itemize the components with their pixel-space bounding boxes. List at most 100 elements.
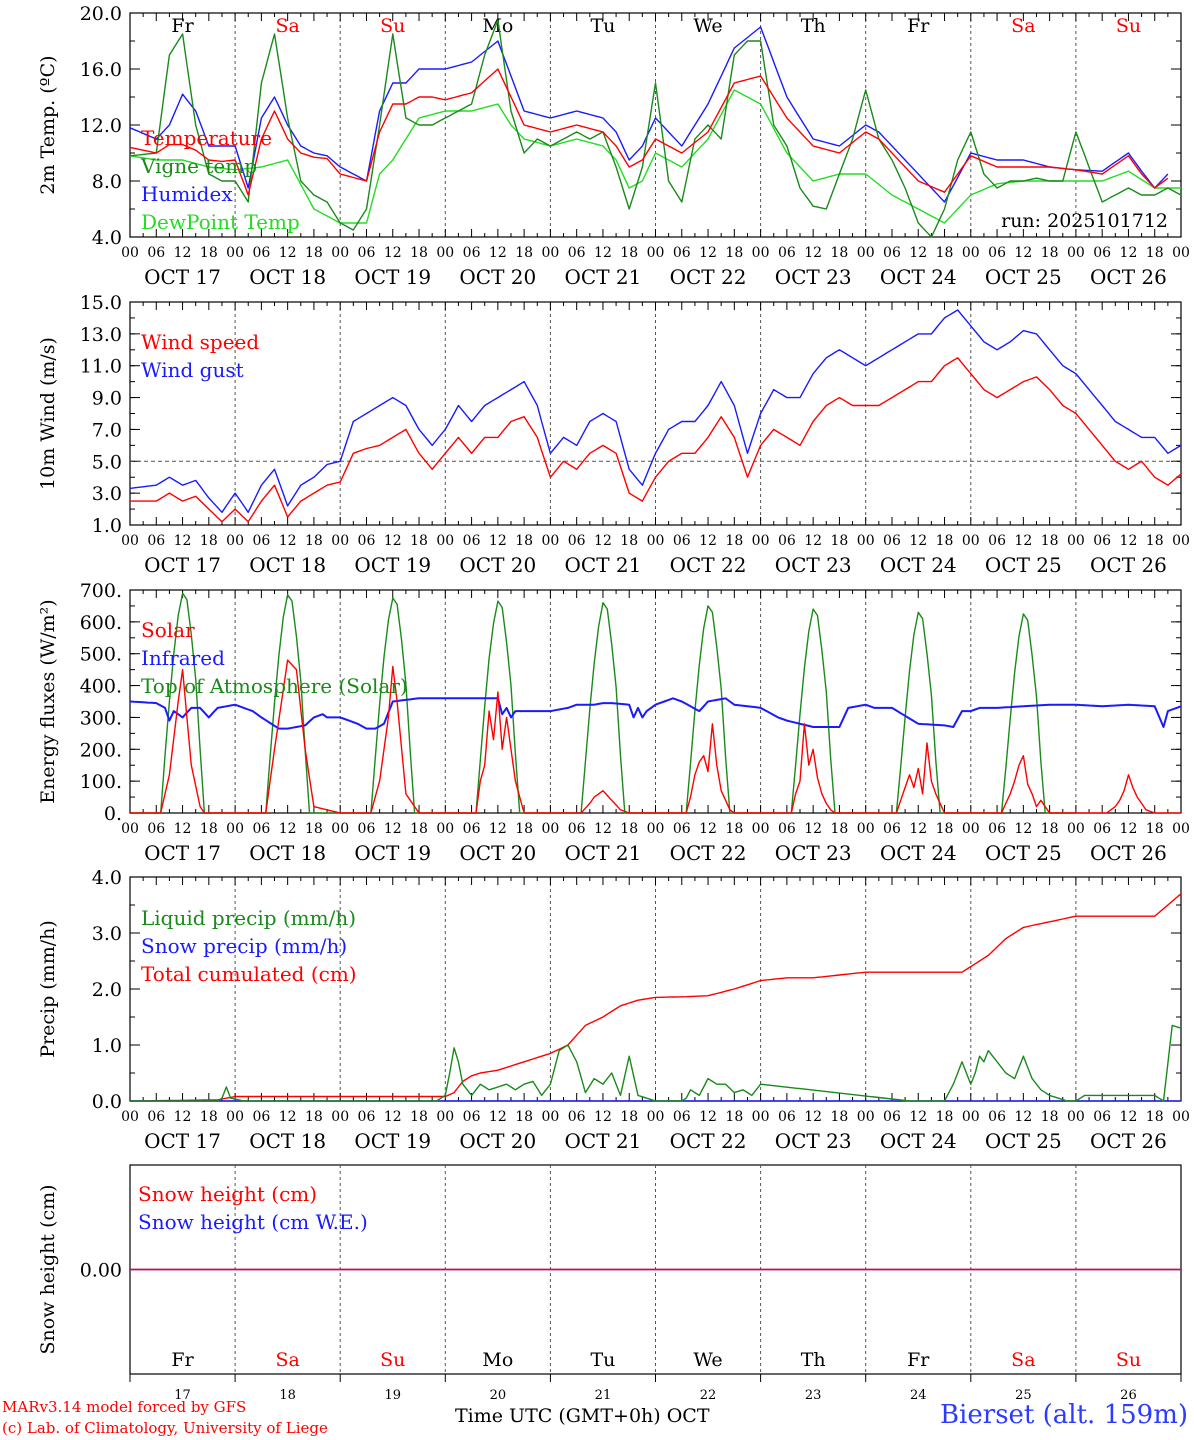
hour-tick-label: 06 bbox=[463, 533, 481, 549]
date-tick-label: OCT 23 bbox=[775, 265, 852, 289]
hour-tick-label: 00 bbox=[647, 821, 665, 837]
hour-tick-label: 00 bbox=[226, 245, 244, 261]
hour-tick-label: 18 bbox=[1146, 245, 1164, 261]
hour-tick-label: 18 bbox=[831, 821, 849, 837]
hour-tick-label: 00 bbox=[1067, 1109, 1085, 1125]
hour-tick-label: 00 bbox=[962, 245, 980, 261]
hour-tick-label: 06 bbox=[252, 245, 270, 261]
hour-tick-label: 12 bbox=[909, 533, 927, 549]
hour-tick-label: 18 bbox=[515, 245, 533, 261]
legend-label: Wind gust bbox=[141, 358, 244, 382]
hour-tick-label: 00 bbox=[962, 533, 980, 549]
date-tick-label: OCT 26 bbox=[1090, 265, 1167, 289]
hour-tick-label: 06 bbox=[988, 245, 1006, 261]
hour-tick-label: 12 bbox=[1120, 245, 1138, 261]
hour-tick-label: 18 bbox=[305, 821, 323, 837]
legend-label: Temperature bbox=[141, 126, 272, 150]
date-tick-label: OCT 20 bbox=[459, 553, 536, 577]
date-tick-label: OCT 17 bbox=[144, 841, 221, 865]
hour-tick-label: 18 bbox=[1041, 821, 1059, 837]
hour-tick-label: 06 bbox=[358, 1109, 376, 1125]
y-tick-label: 500. bbox=[80, 644, 122, 666]
hour-tick-label: 12 bbox=[489, 1109, 507, 1125]
y-tick-label: 20.0 bbox=[80, 3, 122, 25]
weekday-label: Tu bbox=[590, 1349, 615, 1371]
hour-tick-label: 06 bbox=[568, 533, 586, 549]
series-line-total-cumulated-cm- bbox=[129, 893, 1182, 1102]
weekday-label: Su bbox=[380, 1349, 405, 1371]
y-tick-label: 12.0 bbox=[80, 115, 122, 137]
hour-tick-label: 00 bbox=[331, 533, 349, 549]
weekday-label: Fr bbox=[907, 1349, 930, 1371]
hour-tick-label: 18 bbox=[620, 533, 638, 549]
hour-tick-label: 12 bbox=[1014, 245, 1032, 261]
hour-tick-label: 00 bbox=[1172, 821, 1190, 837]
y-tick-label: 0.0 bbox=[92, 1091, 122, 1113]
hour-tick-label: 18 bbox=[410, 821, 428, 837]
day-number-label: 25 bbox=[1015, 1388, 1032, 1403]
hour-tick-label: 00 bbox=[1067, 533, 1085, 549]
hour-tick-label: 06 bbox=[463, 821, 481, 837]
hour-tick-label: 18 bbox=[410, 1109, 428, 1125]
date-tick-label: OCT 18 bbox=[249, 265, 326, 289]
y-tick-label: 600. bbox=[80, 612, 122, 634]
hour-tick-label: 06 bbox=[778, 245, 796, 261]
date-tick-label: OCT 18 bbox=[249, 1129, 326, 1153]
hour-tick-label: 12 bbox=[384, 821, 402, 837]
weekday-label: Mo bbox=[482, 1349, 513, 1371]
y-tick-label: 0. bbox=[104, 803, 122, 825]
hour-tick-label: 06 bbox=[568, 245, 586, 261]
date-tick-label: OCT 18 bbox=[249, 553, 326, 577]
hour-tick-label: 12 bbox=[279, 533, 297, 549]
lab-credit: (c) Lab. of Climatology, University of L… bbox=[2, 1419, 328, 1437]
weekday-label: Su bbox=[1116, 15, 1141, 37]
day-number-label: 21 bbox=[595, 1388, 612, 1403]
hour-tick-label: 18 bbox=[725, 1109, 743, 1125]
y-tick-label: 100. bbox=[80, 771, 122, 793]
hour-tick-label: 06 bbox=[778, 821, 796, 837]
hour-tick-label: 00 bbox=[226, 1109, 244, 1125]
hour-tick-label: 18 bbox=[410, 533, 428, 549]
hour-tick-label: 06 bbox=[883, 821, 901, 837]
hour-tick-label: 00 bbox=[647, 245, 665, 261]
hour-tick-label: 18 bbox=[200, 533, 218, 549]
hour-tick-label: 06 bbox=[252, 821, 270, 837]
hour-tick-label: 00 bbox=[962, 821, 980, 837]
hour-tick-label: 12 bbox=[1014, 821, 1032, 837]
date-tick-label: OCT 22 bbox=[670, 841, 747, 865]
date-tick-label: OCT 20 bbox=[459, 1129, 536, 1153]
hour-tick-label: 00 bbox=[962, 1109, 980, 1125]
hour-tick-label: 12 bbox=[909, 245, 927, 261]
hour-tick-label: 06 bbox=[463, 1109, 481, 1125]
hour-tick-label: 12 bbox=[384, 533, 402, 549]
hour-tick-label: 18 bbox=[831, 245, 849, 261]
weekday-label: We bbox=[693, 15, 722, 37]
hour-tick-label: 06 bbox=[988, 533, 1006, 549]
hour-tick-label: 06 bbox=[147, 245, 165, 261]
hour-tick-label: 12 bbox=[174, 821, 192, 837]
date-tick-label: OCT 21 bbox=[565, 1129, 642, 1153]
station-name: Bierset (alt. 159m) bbox=[939, 1400, 1188, 1430]
hour-tick-label: 18 bbox=[515, 821, 533, 837]
hour-tick-label: 18 bbox=[1041, 245, 1059, 261]
hour-tick-label: 18 bbox=[936, 821, 954, 837]
weekday-label: Th bbox=[801, 15, 826, 37]
hour-tick-label: 00 bbox=[436, 1109, 454, 1125]
hour-tick-label: 18 bbox=[936, 1109, 954, 1125]
hour-tick-label: 00 bbox=[541, 245, 559, 261]
hour-tick-label: 18 bbox=[305, 245, 323, 261]
hour-tick-label: 00 bbox=[541, 533, 559, 549]
hour-tick-label: 12 bbox=[594, 245, 612, 261]
model-credit: MARv3.14 model forced by GFS bbox=[2, 1398, 247, 1416]
hour-tick-label: 12 bbox=[699, 1109, 717, 1125]
hour-tick-label: 18 bbox=[936, 533, 954, 549]
hour-tick-label: 12 bbox=[909, 821, 927, 837]
day-number-label: 19 bbox=[384, 1388, 401, 1403]
weekday-label: Tu bbox=[590, 15, 615, 37]
y-tick-label: 15.0 bbox=[80, 292, 122, 314]
y-tick-label: 2.0 bbox=[92, 979, 122, 1001]
hour-tick-label: 12 bbox=[594, 533, 612, 549]
hour-tick-label: 18 bbox=[831, 533, 849, 549]
date-tick-label: OCT 20 bbox=[459, 841, 536, 865]
hour-tick-label: 06 bbox=[673, 245, 691, 261]
